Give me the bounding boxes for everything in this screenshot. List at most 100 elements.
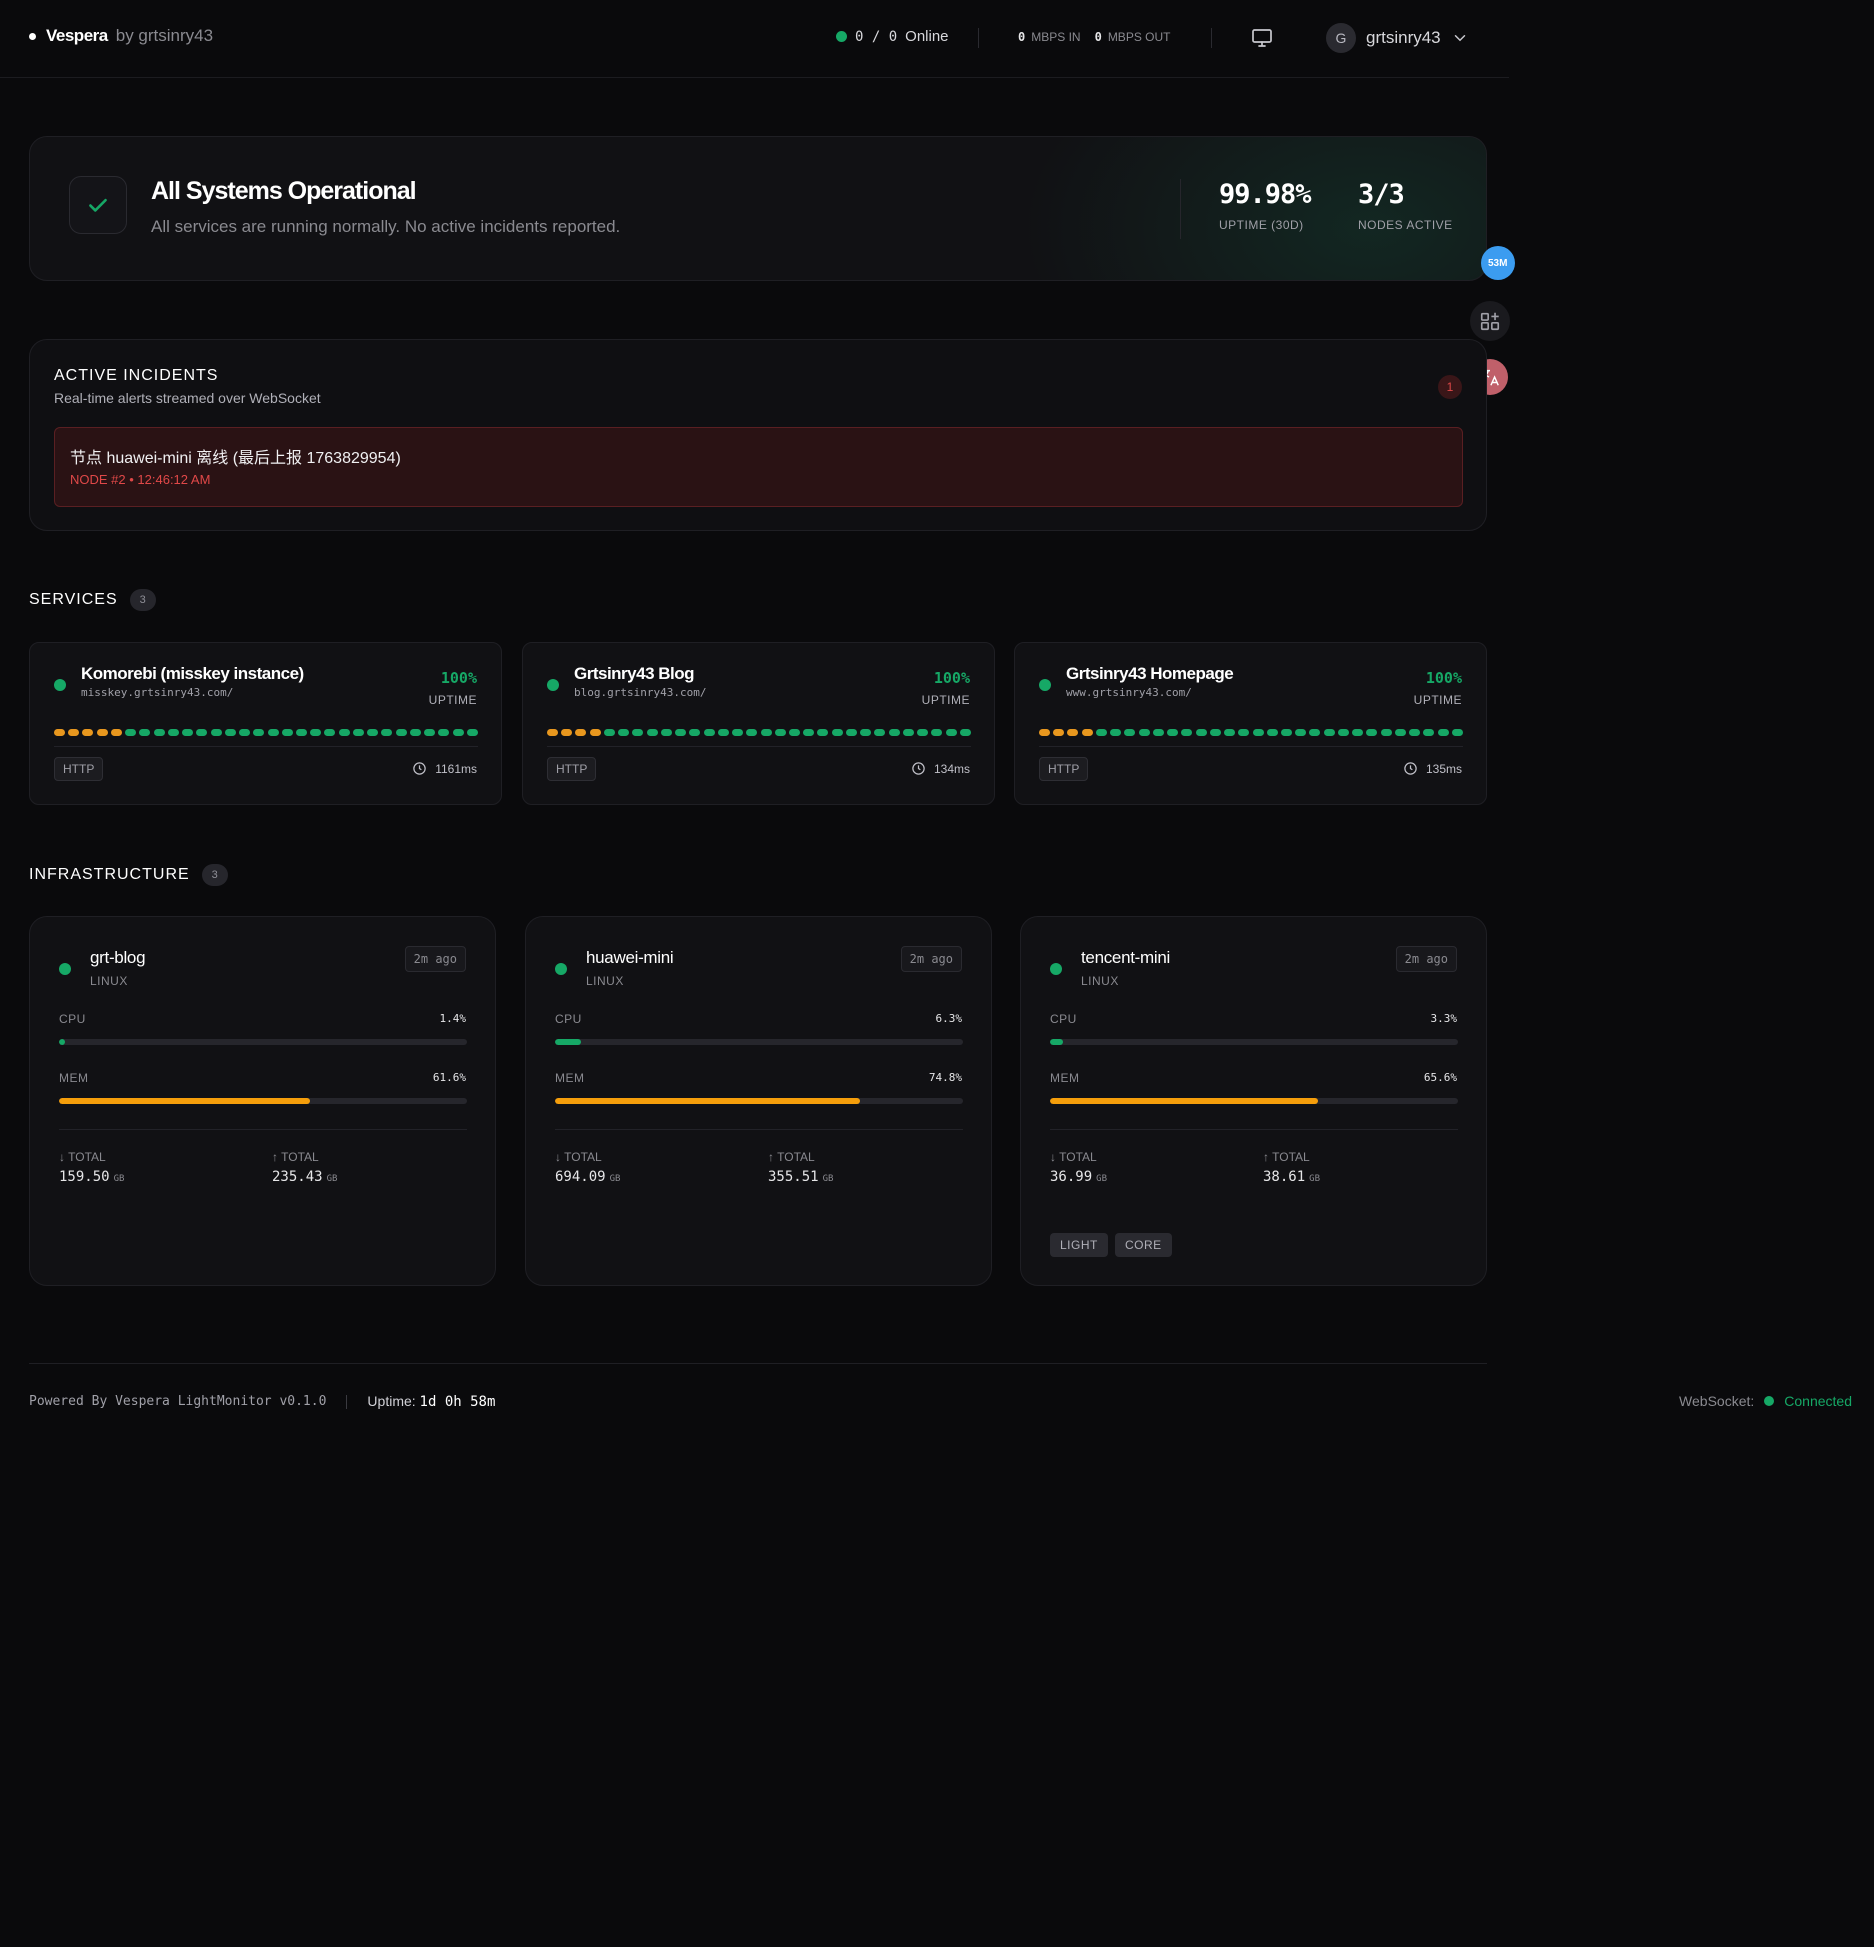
- heartbeat-tick[interactable]: [1280, 729, 1292, 736]
- heartbeat-tick[interactable]: [1451, 729, 1463, 736]
- heartbeat-tick[interactable]: [1394, 729, 1406, 736]
- heartbeat-tick[interactable]: [82, 729, 94, 736]
- heartbeat-tick[interactable]: [1266, 729, 1278, 736]
- heartbeat-tick[interactable]: [1352, 729, 1364, 736]
- node-card[interactable]: huawei-mini LINUX 2m ago CPU 6.3% MEM 74…: [525, 916, 992, 1286]
- heartbeat-tick[interactable]: [760, 729, 772, 736]
- heartbeat-tick[interactable]: [689, 729, 701, 736]
- heartbeat-tick[interactable]: [774, 729, 786, 736]
- heartbeat-tick[interactable]: [931, 729, 943, 736]
- speed-widget[interactable]: 53M: [1481, 246, 1515, 280]
- heartbeat-tick[interactable]: [874, 729, 886, 736]
- heartbeat-tick[interactable]: [675, 729, 687, 736]
- heartbeat-tick[interactable]: [1039, 729, 1050, 736]
- heartbeat-tick[interactable]: [1110, 729, 1122, 736]
- heartbeat-tick[interactable]: [1152, 729, 1164, 736]
- heartbeat-tick[interactable]: [295, 729, 307, 736]
- heartbeat-tick[interactable]: [547, 729, 558, 736]
- heartbeat-tick[interactable]: [902, 729, 914, 736]
- heartbeat-tick[interactable]: [68, 729, 80, 736]
- heartbeat-tick[interactable]: [1295, 729, 1307, 736]
- heartbeat-tick[interactable]: [1053, 729, 1065, 736]
- heartbeat-tick[interactable]: [1209, 729, 1221, 736]
- heartbeat-tick[interactable]: [732, 729, 744, 736]
- heartbeat-tick[interactable]: [817, 729, 829, 736]
- heartbeat-tick[interactable]: [281, 729, 293, 736]
- user-menu[interactable]: G grtsinry43: [1326, 23, 1469, 53]
- service-card[interactable]: Grtsinry43 Homepage www.grtsinry43.com/ …: [1014, 642, 1487, 805]
- heartbeat-tick[interactable]: [1224, 729, 1236, 736]
- heartbeat-tick[interactable]: [324, 729, 336, 736]
- heartbeat-tick[interactable]: [310, 729, 322, 736]
- heartbeat-tick[interactable]: [589, 729, 601, 736]
- heartbeat-tick[interactable]: [54, 729, 65, 736]
- heartbeat-tick[interactable]: [125, 729, 137, 736]
- heartbeat-tick[interactable]: [381, 729, 393, 736]
- heartbeat-tick[interactable]: [1366, 729, 1378, 736]
- widget-add-button[interactable]: [1470, 301, 1510, 341]
- heartbeat-tick[interactable]: [561, 729, 573, 736]
- heartbeat-tick[interactable]: [717, 729, 729, 736]
- heartbeat-tick[interactable]: [917, 729, 929, 736]
- heartbeat-tick[interactable]: [1124, 729, 1136, 736]
- heartbeat-tick[interactable]: [788, 729, 800, 736]
- heartbeat-tick[interactable]: [367, 729, 379, 736]
- heartbeat-tick[interactable]: [1380, 729, 1392, 736]
- heartbeat-tick[interactable]: [424, 729, 436, 736]
- heartbeat-tick[interactable]: [96, 729, 108, 736]
- heartbeat-tick[interactable]: [632, 729, 644, 736]
- heartbeat-tick[interactable]: [1238, 729, 1250, 736]
- heartbeat-tick[interactable]: [267, 729, 279, 736]
- heartbeat-tick[interactable]: [703, 729, 715, 736]
- heartbeat-tick[interactable]: [409, 729, 421, 736]
- heartbeat-tick[interactable]: [196, 729, 208, 736]
- heartbeat-tick[interactable]: [110, 729, 122, 736]
- heartbeat-tick[interactable]: [210, 729, 222, 736]
- incident-item[interactable]: 节点 huawei-mini 离线 (最后上报 1763829954) NODE…: [54, 427, 1463, 507]
- service-card[interactable]: Komorebi (misskey instance) misskey.grts…: [29, 642, 502, 805]
- heartbeat-tick[interactable]: [1423, 729, 1435, 736]
- heartbeat-tick[interactable]: [959, 729, 971, 736]
- heartbeat-tick[interactable]: [338, 729, 350, 736]
- heartbeat-tick[interactable]: [139, 729, 151, 736]
- display-toggle-icon[interactable]: [1250, 26, 1274, 55]
- heartbeat-tick[interactable]: [224, 729, 236, 736]
- heartbeat-tick[interactable]: [660, 729, 672, 736]
- heartbeat-tick[interactable]: [253, 729, 265, 736]
- heartbeat-tick[interactable]: [803, 729, 815, 736]
- heartbeat-tick[interactable]: [466, 729, 478, 736]
- service-card[interactable]: Grtsinry43 Blog blog.grtsinry43.com/ 100…: [522, 642, 995, 805]
- heartbeat-tick[interactable]: [1167, 729, 1179, 736]
- heartbeat-tick[interactable]: [1309, 729, 1321, 736]
- heartbeat-tick[interactable]: [438, 729, 450, 736]
- heartbeat-tick[interactable]: [860, 729, 872, 736]
- heartbeat-tick[interactable]: [452, 729, 464, 736]
- heartbeat-tick[interactable]: [603, 729, 615, 736]
- heartbeat-tick[interactable]: [153, 729, 165, 736]
- heartbeat-tick[interactable]: [1067, 729, 1079, 736]
- heartbeat-tick[interactable]: [618, 729, 630, 736]
- brand[interactable]: Vespera by grtsinry43: [29, 26, 213, 46]
- heartbeat-tick[interactable]: [239, 729, 251, 736]
- heartbeat-tick[interactable]: [945, 729, 957, 736]
- heartbeat-tick[interactable]: [575, 729, 587, 736]
- node-card[interactable]: grt-blog LINUX 2m ago CPU 1.4% MEM 61.6%…: [29, 916, 496, 1286]
- heartbeat-tick[interactable]: [1081, 729, 1093, 736]
- heartbeat-tick[interactable]: [167, 729, 179, 736]
- heartbeat-tick[interactable]: [1437, 729, 1449, 736]
- heartbeat-tick[interactable]: [646, 729, 658, 736]
- heartbeat-tick[interactable]: [746, 729, 758, 736]
- heartbeat-tick[interactable]: [395, 729, 407, 736]
- heartbeat-tick[interactable]: [1323, 729, 1335, 736]
- heartbeat-tick[interactable]: [182, 729, 194, 736]
- heartbeat-tick[interactable]: [1337, 729, 1349, 736]
- heartbeat-tick[interactable]: [1181, 729, 1193, 736]
- heartbeat-tick[interactable]: [352, 729, 364, 736]
- heartbeat-tick[interactable]: [1252, 729, 1264, 736]
- heartbeat-tick[interactable]: [1138, 729, 1150, 736]
- heartbeat-tick[interactable]: [1409, 729, 1421, 736]
- heartbeat-tick[interactable]: [888, 729, 900, 736]
- heartbeat-tick[interactable]: [1095, 729, 1107, 736]
- heartbeat-tick[interactable]: [845, 729, 857, 736]
- heartbeat-tick[interactable]: [1195, 729, 1207, 736]
